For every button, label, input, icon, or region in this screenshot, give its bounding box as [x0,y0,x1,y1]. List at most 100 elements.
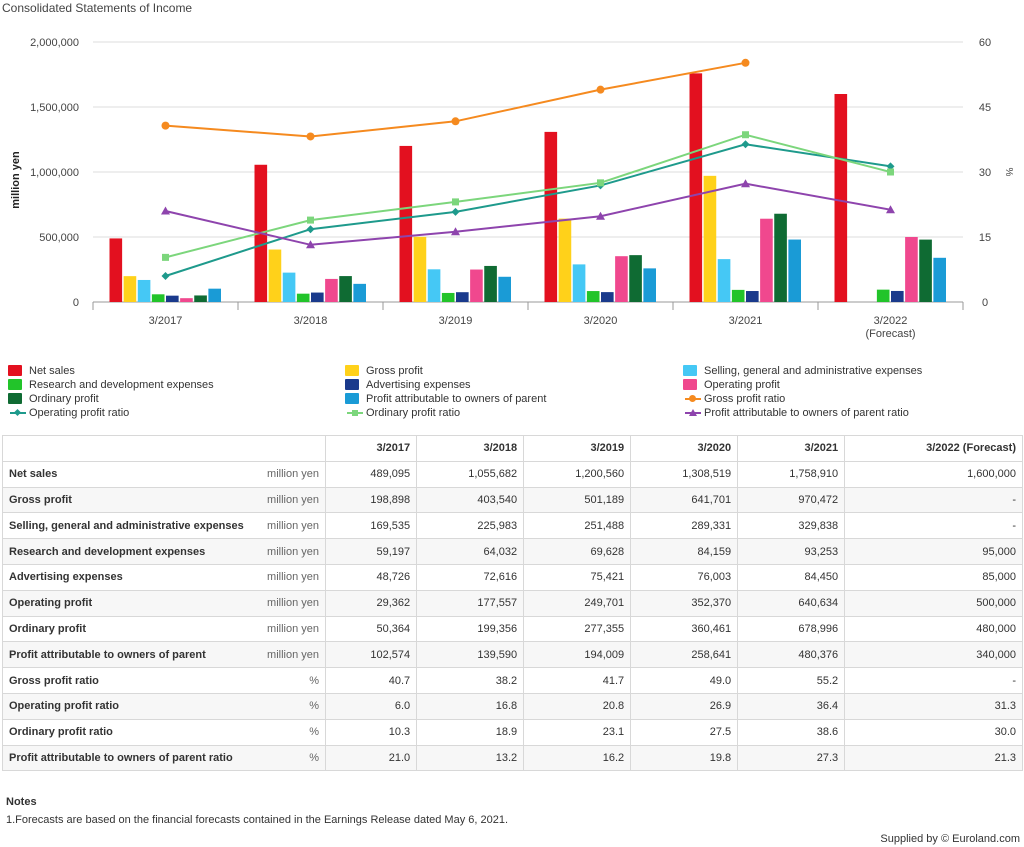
bar [905,237,918,302]
legend-label: Profit attributable to owners of parent [366,393,547,405]
table-cell: 970,472 [737,486,846,514]
bar [413,236,427,302]
table-cell: 36.4 [737,692,846,720]
table-cell: 75,421 [523,563,632,591]
line-point [306,240,315,249]
table-cell: 49.0 [630,667,739,694]
line-point [161,121,170,130]
table-cell: 26.9 [630,692,739,720]
bar [572,264,586,302]
table-cell: 69,628 [523,538,632,565]
y2-axis-label: % [1003,168,1014,177]
table-row: Research and development expenses million… [2,538,1023,565]
y2-tick-label: 45 [979,102,991,114]
table-cell: 480,000 [844,615,1023,643]
table-cell: 59,197 [324,538,418,565]
table-cell: 93,253 [737,538,846,565]
bar [208,288,221,302]
bar [717,259,731,302]
bar [643,268,656,302]
row-name: Profit attributable to owners of parent … [2,744,258,772]
legend-label: Advertising expenses [366,379,471,391]
bar [891,290,904,302]
table-cell: 48,726 [324,563,418,591]
row-name: Profit attributable to owners of parent [2,641,258,669]
row-unit: million yen [257,538,326,565]
x-tick-label: 3/2017 [149,315,183,327]
bar [689,73,703,302]
table-cell: 20.8 [523,692,632,720]
y2-tick-label: 0 [982,297,988,309]
line-point [886,162,895,171]
table-cell: 225,983 [416,512,525,540]
table-cell: 198,898 [324,486,418,514]
table-cell: 251,488 [523,512,632,540]
line-point [742,131,749,139]
table-cell: 41.7 [523,667,632,694]
legend-label: Net sales [29,365,75,377]
table-cell: 641,701 [630,486,739,514]
bar [456,292,469,302]
line-point [452,198,459,206]
table-cell: 21.3 [844,744,1023,772]
bar [399,145,413,302]
table-cell: 38.6 [737,718,846,746]
bar [558,218,572,302]
y-tick-label: 1,000,000 [30,167,79,179]
table-row: Ordinary profit million yen 50,364 199,356 2… [2,615,1023,643]
table-cell: 84,159 [630,538,739,565]
row-name: Ordinary profit [2,615,258,643]
table-cell: 139,590 [416,641,525,669]
income-table: 3/2017 3/2018 3/2019 3/2020 3/2021 3/202… [2,435,1023,772]
series-line [165,182,891,246]
table-cell: 501,189 [523,486,632,514]
table-cell: 19.8 [630,744,739,772]
legend-swatch [8,393,22,404]
table-cell: 10.3 [324,718,418,746]
row-unit: % [257,667,326,694]
legend-swatch [8,379,22,390]
line-point [596,85,605,94]
table-cell: 72,616 [416,563,525,591]
table-cell: 258,641 [630,641,739,669]
table-cell: 21.0 [324,744,418,772]
table-cell: 18.9 [416,718,525,746]
row-unit: million yen [257,460,326,488]
series-line [165,133,891,259]
legend-swatch [345,379,359,390]
table-cell: 29,362 [324,589,418,617]
table-cell: 23.1 [523,718,632,746]
x-tick-label: (Forecast) [865,328,915,340]
bar [296,293,310,302]
row-unit: million yen [257,589,326,617]
series-line [165,61,746,138]
table-cell: 500,000 [844,589,1023,617]
legend-label: Operating profit ratio [29,407,130,419]
bar [180,298,193,302]
supplied-by: Supplied by © Euroland.com [880,833,1020,845]
chart-bars [109,73,946,302]
row-name: Net sales [2,460,258,488]
bar [325,278,338,302]
chart-grid [93,41,963,303]
income-chart: 0 0 500,000 15 1,000,000 30 1,500,000 45 2,000,0… [10,37,1014,340]
table-cell: 1,600,000 [844,460,1023,488]
table-cell: 640,634 [737,589,846,617]
y-tick-label: 0 [73,297,79,309]
table-header-cell: 3/2017 [324,435,418,462]
legend-label: Operating profit [704,379,780,391]
x-tick-label: 3/2019 [439,315,473,327]
line-point [306,132,315,141]
row-name: Operating profit ratio [2,692,258,720]
legend-label: Research and development expenses [29,379,214,391]
bar [774,213,787,302]
y-tick-label: 1,500,000 [30,102,79,114]
line-point [451,117,460,126]
table-cell: 27.5 [630,718,739,746]
table-cell: 85,000 [844,563,1023,591]
legend-swatch [8,365,22,376]
table-cell: 64,032 [416,538,525,565]
table-row: Selling, general and administrative expe… [2,512,1023,540]
table-cell: 340,000 [844,641,1023,669]
table-cell: 84,450 [737,563,846,591]
